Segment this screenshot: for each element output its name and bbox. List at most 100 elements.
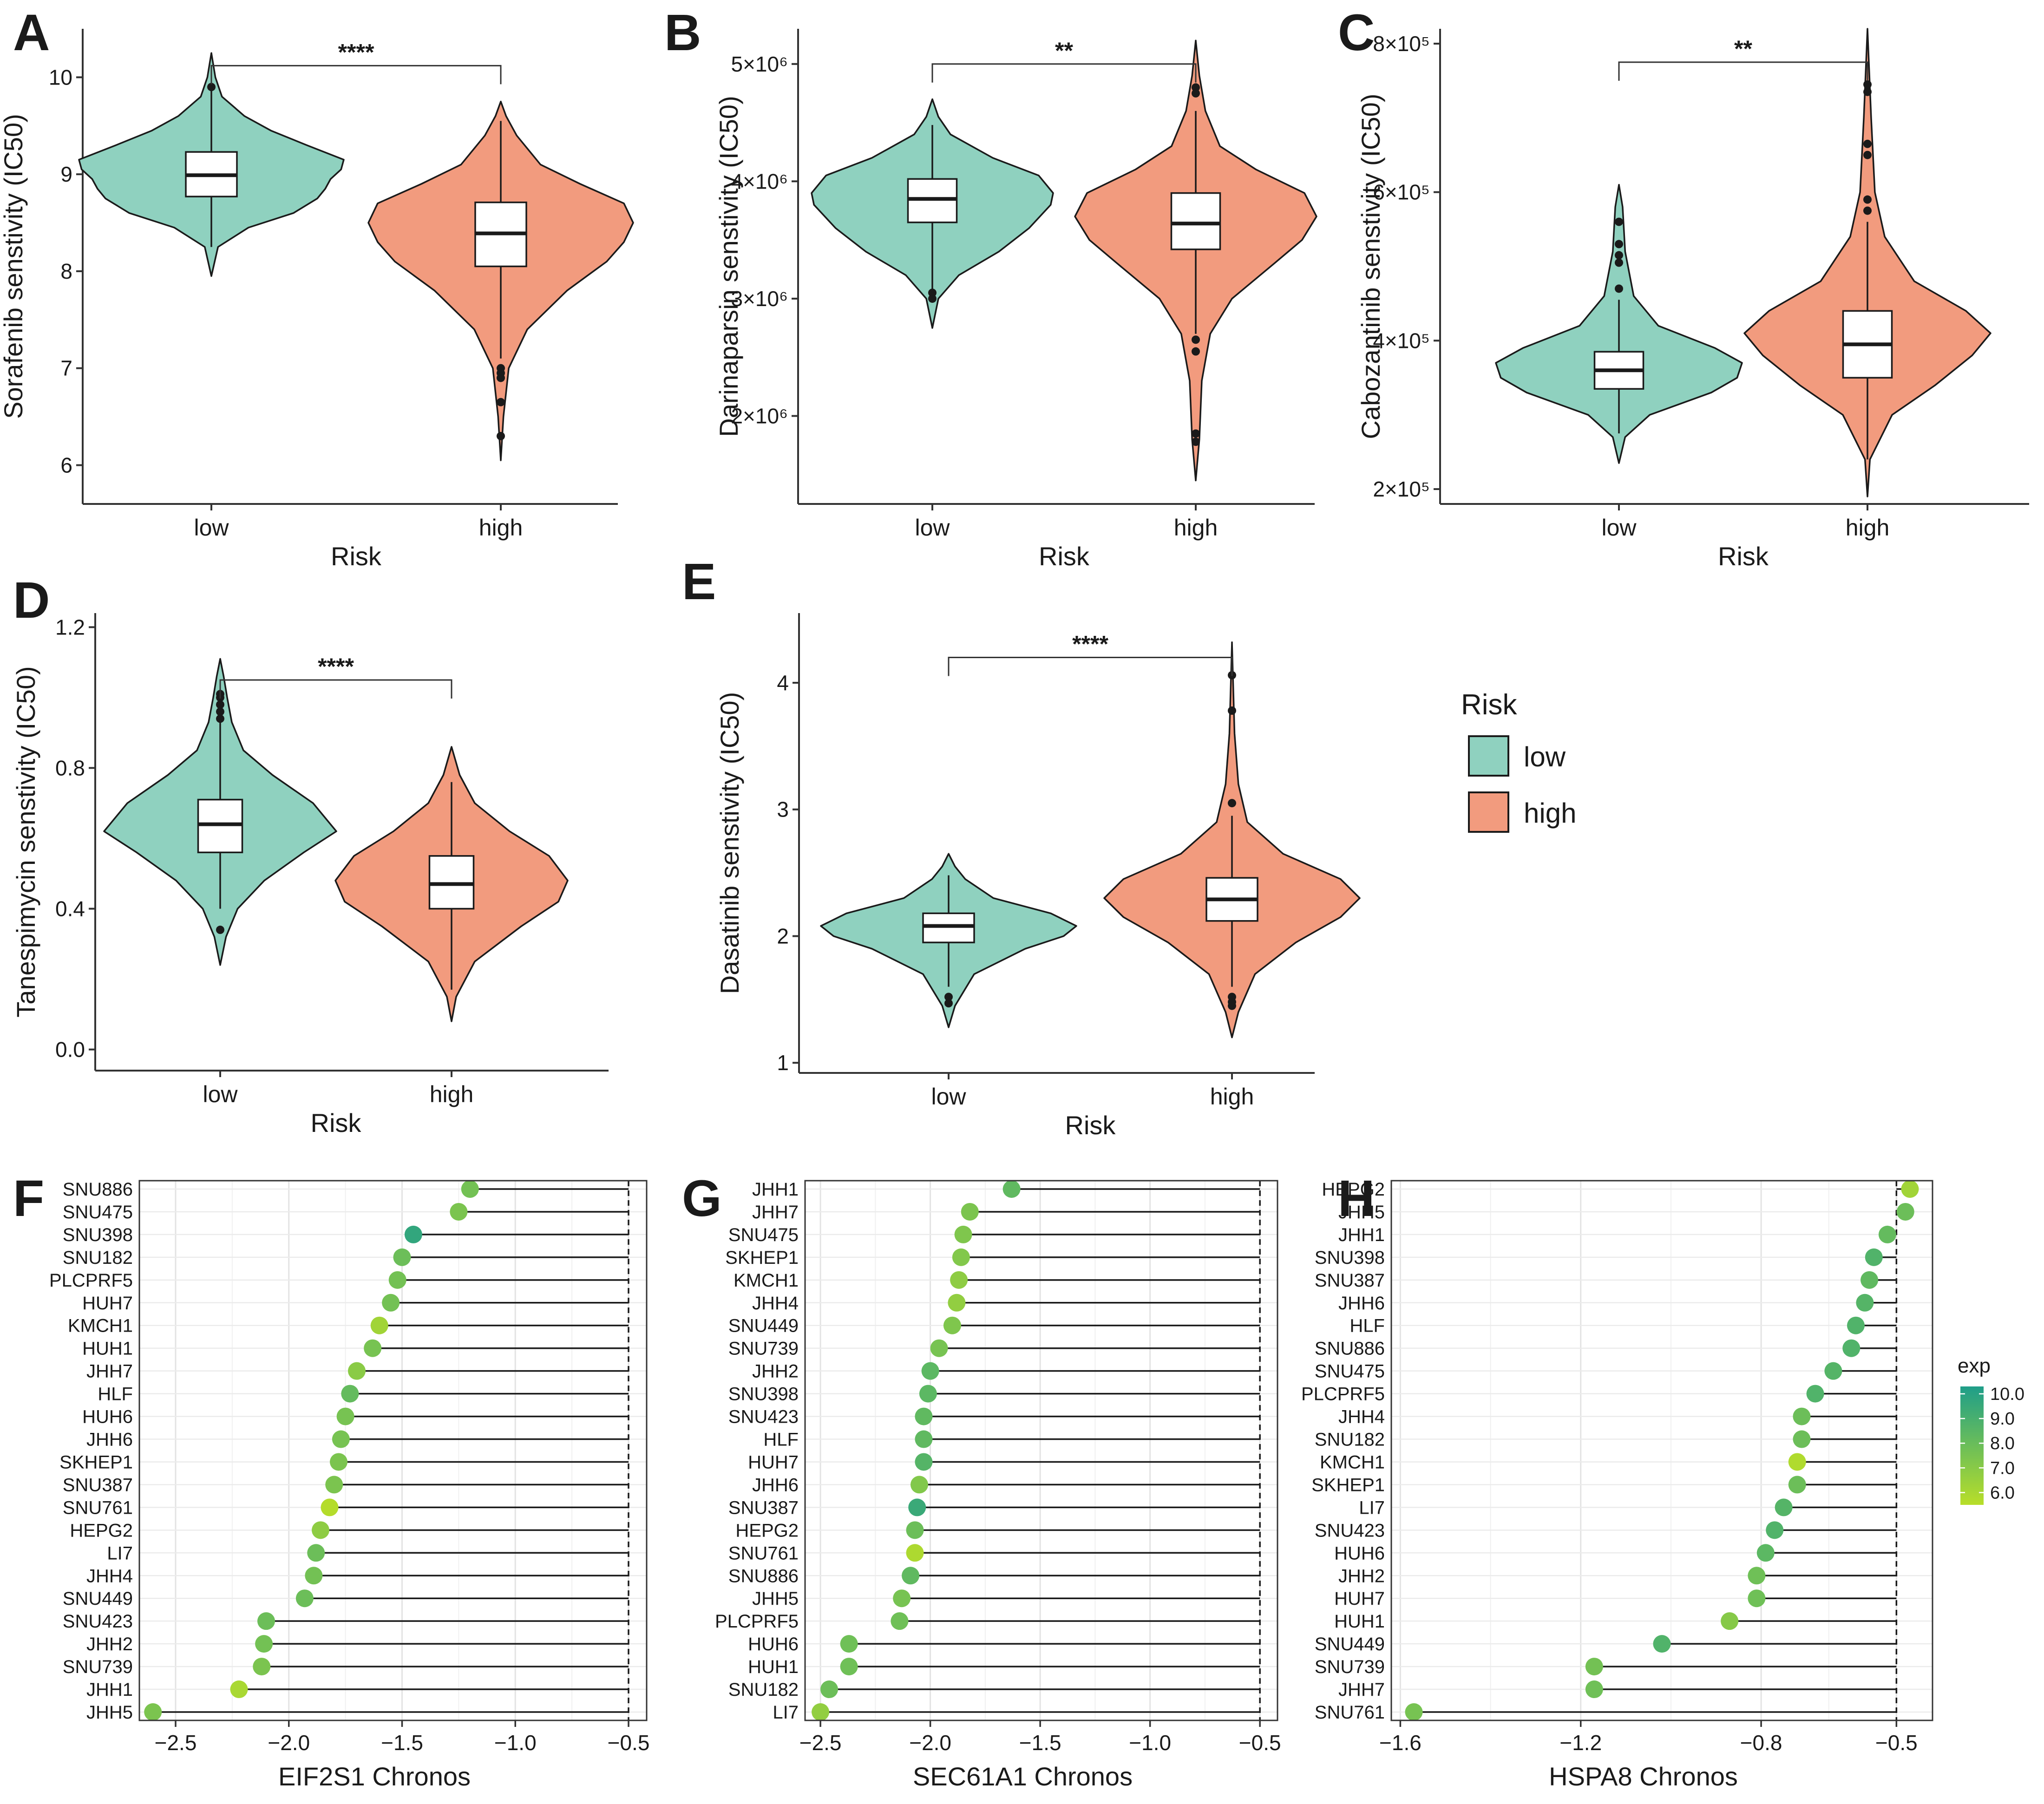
cell-line-label: SNU182 [63,1248,133,1268]
outlier-point-low [1615,217,1623,226]
lollipop-point [840,1658,858,1676]
x-tick-label: −1.0 [1129,1731,1171,1755]
outlier-point-high [1192,335,1200,344]
outlier-point-high [1192,83,1200,92]
plot-background [139,1181,647,1720]
cell-line-label: JHH4 [1338,1407,1385,1427]
panel-letter-d: D [13,572,50,629]
cell-line-label: SNU761 [728,1543,799,1563]
lollipop-point [961,1203,979,1221]
cell-line-label: SNU398 [63,1225,133,1245]
y-tick-label: 10 [49,65,72,89]
x-tick-label: −1.6 [1379,1731,1422,1755]
lollipop-point [1806,1385,1824,1403]
lollipop-point [893,1589,911,1608]
x-axis-title: Risk [1718,542,1769,571]
cell-line-label: HLF [1350,1316,1385,1336]
lollipop-point [336,1407,354,1425]
lollipop-point [910,1476,928,1494]
lollipop-point [450,1203,468,1221]
y-tick-label: 8×10⁵ [1373,32,1430,56]
lollipop-point [954,1225,972,1243]
colorbar-tick-label: 10.0 [1990,1385,2024,1404]
cell-line-label: KMCH1 [68,1316,133,1336]
cell-line-label: HUH6 [82,1407,133,1427]
cell-line-label: HLF [98,1384,133,1405]
cell-line-label: HUH1 [82,1339,133,1359]
lollipop-point [1793,1407,1811,1425]
x-tick-label: −1.5 [381,1731,423,1755]
lollipop-point [382,1294,400,1312]
significance-label: ** [1734,36,1752,62]
panel-letter-h: H [1338,1170,1375,1227]
y-tick-label: 4×10⁵ [1373,328,1430,353]
x-tick-label-low: low [915,515,950,541]
lollipop-point [144,1703,162,1721]
lollipop-point [1793,1430,1811,1448]
cell-line-label: JHH7 [752,1202,799,1222]
lollipop-point [1653,1635,1671,1653]
lollipop-point [370,1316,388,1334]
lollipop-point [952,1248,970,1266]
lollipop-point [325,1476,343,1494]
outlier-point-high [1192,438,1200,446]
x-tick-label: −1.5 [1019,1731,1061,1755]
x-axis-title: HSPA8 Chronos [1549,1762,1738,1791]
outlier-point-low [207,83,216,92]
x-tick-label-high: high [1846,515,1890,541]
legend-swatch-low [1468,735,1509,777]
outlier-point-high [497,431,505,440]
y-tick-label: 2 [777,924,789,948]
plot-frame [1390,1180,1933,1721]
cell-line-label: HUH7 [82,1293,133,1314]
cell-line-label: SKHEP1 [59,1452,133,1472]
cell-line-label: SKHEP1 [1311,1475,1385,1495]
x-tick-label: −1.2 [1559,1731,1602,1755]
outlier-point-low [928,288,937,297]
cell-line-label: SNU423 [728,1407,799,1427]
lollipop-point [307,1544,325,1562]
significance-bracket [931,63,1197,83]
cell-line-label: JHH1 [752,1179,799,1200]
lollipop-point [906,1544,924,1562]
lollipop-point [1585,1680,1603,1699]
lollipop-point [1901,1180,1919,1198]
colorbar-tick-label: 6.0 [1990,1483,2015,1503]
x-axis-title: Risk [311,1108,362,1137]
lollipop-point [915,1407,933,1425]
panel-letter-a: A [13,4,50,61]
cell-line-label: JHH5 [752,1588,799,1609]
significance-bracket [948,656,1233,676]
lollipop-point [902,1567,920,1585]
cell-line-label: SNU739 [1315,1657,1385,1677]
cell-line-label: LI7 [1359,1497,1385,1518]
x-tick-label-low: low [203,1081,238,1107]
outlier-point-high [1192,347,1200,356]
outlier-point-high [497,373,505,382]
x-tick-label-low: low [194,515,229,541]
lollipop-point [891,1612,909,1630]
outlier-point-high [1228,706,1236,715]
cell-line-label: SNU739 [63,1657,133,1677]
outlier-point-high [1228,1001,1236,1010]
y-tick-label: 2×10⁶ [731,404,788,428]
outlier-point-high [1863,206,1872,215]
lollipop-point [1766,1521,1784,1539]
y-tick-label: 5×10⁶ [731,52,788,76]
panel-letter-c: C [1338,4,1375,61]
lollipop-point [921,1362,939,1380]
lollipop-point [1748,1567,1766,1585]
legend-label-low: low [1524,741,1566,772]
x-tick-label: −2.5 [155,1731,197,1755]
cell-line-label: SNU398 [1315,1248,1385,1268]
lollipop-point [1842,1339,1861,1357]
box-low [922,912,975,943]
cell-line-label: PLCPRF5 [1301,1384,1385,1405]
x-tick-label: −2.0 [909,1731,951,1755]
cell-line-label: SNU475 [728,1225,799,1245]
lollipop-point [255,1635,273,1653]
cell-line-label: HUH6 [1334,1543,1385,1563]
cell-line-label: JHH7 [86,1361,133,1382]
